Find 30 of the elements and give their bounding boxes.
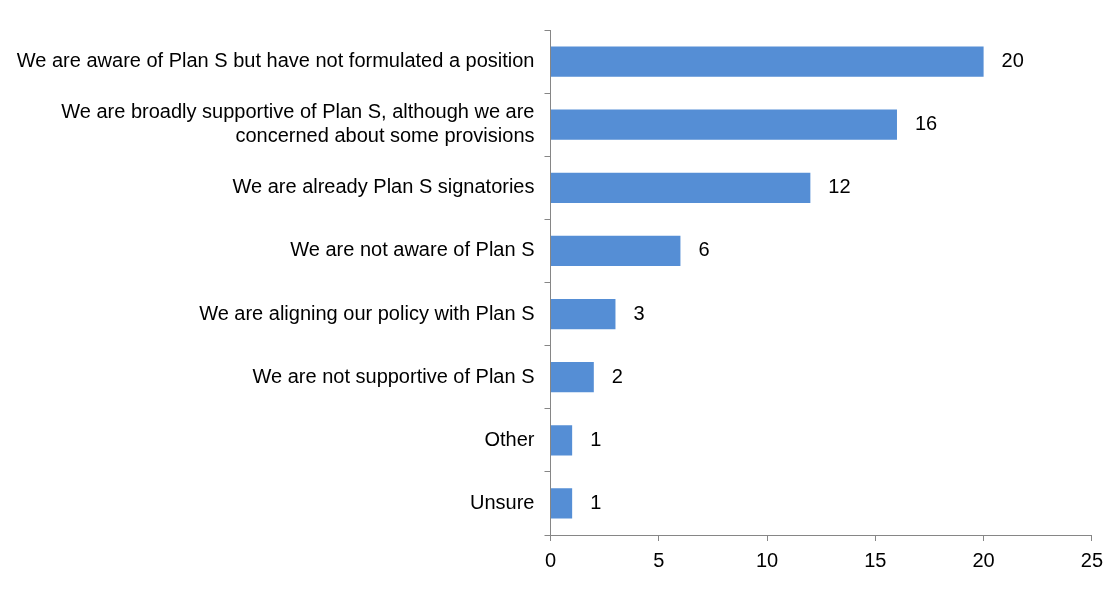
data-label: 3 bbox=[633, 301, 645, 324]
y-tick-label: Other bbox=[484, 427, 535, 450]
x-tick-label: 15 bbox=[864, 548, 887, 571]
data-label: 6 bbox=[698, 238, 710, 261]
bar bbox=[551, 109, 897, 140]
x-tick-label: 0 bbox=[544, 548, 557, 571]
y-tick-label: We are already Plan S signatories bbox=[232, 175, 535, 198]
y-tick-label: Unsure bbox=[470, 490, 535, 513]
bar bbox=[551, 425, 573, 456]
bar bbox=[551, 46, 984, 77]
bar bbox=[551, 488, 573, 519]
y-tick-label: We are not aware of Plan S bbox=[290, 238, 535, 261]
data-label: 20 bbox=[1001, 49, 1024, 72]
data-label: 12 bbox=[828, 175, 851, 198]
data-label: 16 bbox=[914, 112, 938, 135]
x-tick-label: 25 bbox=[1080, 548, 1103, 571]
x-tick-label: 5 bbox=[653, 548, 665, 571]
bar bbox=[551, 235, 681, 267]
x-tick-label: 20 bbox=[972, 548, 995, 571]
y-tick-label: We are not supportive of Plan S bbox=[252, 364, 535, 387]
y-tick-label: We are broadly supportive of Plan S, although we are concerned about some provisions bbox=[61, 100, 535, 147]
bar bbox=[551, 298, 616, 330]
data-label: 1 bbox=[590, 427, 602, 450]
data-label: 1 bbox=[590, 490, 602, 513]
bar bbox=[551, 362, 594, 393]
x-tick-label: 10 bbox=[755, 548, 779, 571]
y-tick-label: We are aware of Plan S but have not formulated a position bbox=[16, 49, 535, 72]
bar bbox=[551, 172, 811, 203]
y-tick-label: We are aligning our policy with Plan S bbox=[199, 301, 535, 324]
data-label: 2 bbox=[611, 364, 623, 387]
